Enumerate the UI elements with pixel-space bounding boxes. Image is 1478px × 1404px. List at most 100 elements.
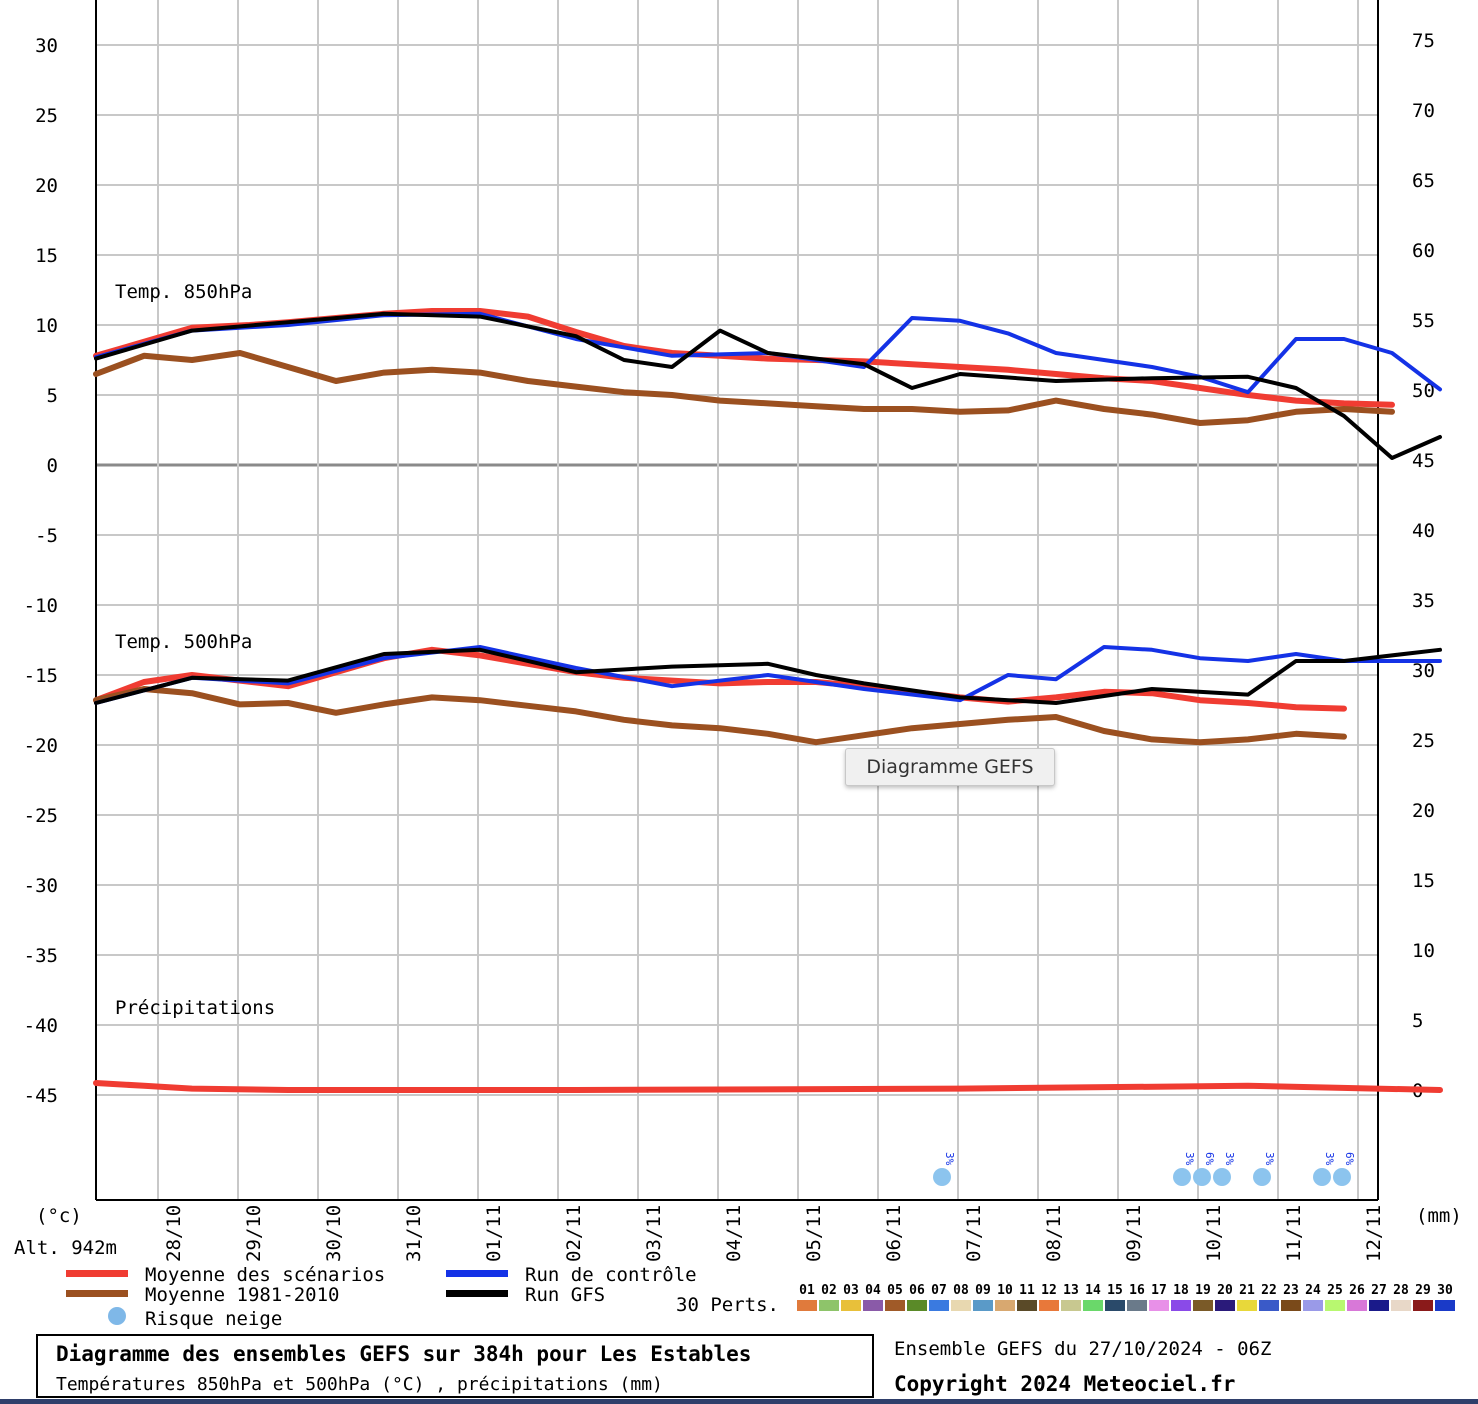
snow-risk-marker: 3%	[1253, 1152, 1276, 1186]
pert-swatch	[1061, 1300, 1081, 1311]
panel-series	[93, 645, 1442, 746]
snow-icon	[1253, 1168, 1271, 1186]
pert-number: 30	[1437, 1283, 1453, 1298]
panel-series	[93, 1080, 1443, 1093]
series-line	[93, 686, 1347, 746]
pert-number: 02	[821, 1283, 837, 1298]
right-tick-label: 45	[1412, 450, 1435, 472]
right-tick-label: 25	[1412, 730, 1435, 752]
pert-number: 16	[1129, 1283, 1145, 1298]
pert-number: 05	[887, 1283, 903, 1298]
chart-title: Diagramme des ensembles GEFS sur 384h po…	[56, 1342, 752, 1366]
legend-swatch	[446, 1270, 508, 1277]
pert-swatch	[1215, 1300, 1235, 1311]
snow-risk-marker: 3%	[1313, 1152, 1336, 1186]
pert-swatch	[1039, 1300, 1059, 1311]
pert-number: 18	[1173, 1283, 1189, 1298]
right-tick-label: 30	[1412, 660, 1435, 682]
right-tick-label: 55	[1412, 310, 1435, 332]
pert-number: 21	[1239, 1283, 1255, 1298]
pert-number: 28	[1393, 1283, 1409, 1298]
x-tick-label: 01/11	[483, 1205, 505, 1262]
legend-label: Risque neige	[145, 1308, 282, 1330]
x-tick-label: 28/10	[163, 1205, 185, 1262]
left-tick-label: 25	[35, 105, 58, 127]
x-tick-label: 12/11	[1363, 1205, 1385, 1262]
legend-swatch	[446, 1290, 508, 1297]
pert-swatch	[1435, 1300, 1455, 1311]
pert-number: 26	[1349, 1283, 1365, 1298]
pert-swatch	[1413, 1300, 1433, 1311]
x-tick-label: 04/11	[723, 1205, 745, 1262]
pert-swatch	[1325, 1300, 1345, 1311]
right-tick-label: 70	[1412, 100, 1435, 122]
left-tick-label: -45	[24, 1085, 58, 1107]
pert-swatch	[907, 1300, 927, 1311]
perts-label: 30 Perts.	[676, 1294, 779, 1316]
pert-swatch	[863, 1300, 883, 1311]
series-line	[94, 647, 1442, 705]
pert-number: 03	[843, 1283, 859, 1298]
tooltip: Diagramme GEFS	[845, 748, 1055, 786]
pert-swatch	[929, 1300, 949, 1311]
right-tick-label: 15	[1412, 870, 1435, 892]
left-tick-label: -10	[24, 595, 58, 617]
pert-number: 06	[909, 1283, 925, 1298]
panel-label: Temp. 850hPa	[115, 281, 252, 303]
snow-risk-marker: 3%	[1213, 1152, 1236, 1186]
snow-risk-pct: 3%	[1183, 1152, 1196, 1166]
pert-swatch	[1347, 1300, 1367, 1311]
right-tick-label: 40	[1412, 520, 1435, 542]
left-tick-label: -20	[24, 735, 58, 757]
legend-label: Run GFS	[525, 1284, 605, 1306]
pert-number: 14	[1085, 1283, 1101, 1298]
left-tick-label: -30	[24, 875, 58, 897]
pert-swatch	[1369, 1300, 1389, 1311]
pert-swatch	[973, 1300, 993, 1311]
pert-swatch	[841, 1300, 861, 1311]
series-line	[93, 350, 1395, 426]
snow-risk-pct: 6%	[1343, 1152, 1356, 1166]
gefs-chart: 302520151050-5-10-15-20-25-30-35-40-4575…	[14, 0, 1462, 1330]
pert-number: 25	[1327, 1283, 1343, 1298]
bottom-bar	[0, 1399, 1478, 1404]
left-unit-label: (°c)	[36, 1205, 82, 1227]
right-unit-label: (mm)	[1416, 1205, 1462, 1227]
pert-swatch	[1193, 1300, 1213, 1311]
snow-risk-pct: 3%	[1223, 1152, 1236, 1166]
pert-swatch	[885, 1300, 905, 1311]
snow-icon	[1313, 1168, 1331, 1186]
pert-number: 10	[997, 1283, 1013, 1298]
pert-swatch	[1237, 1300, 1257, 1311]
x-tick-label: 02/11	[563, 1205, 585, 1262]
right-tick-label: 75	[1412, 30, 1435, 52]
pert-number: 12	[1041, 1283, 1057, 1298]
x-tick-label: 30/10	[323, 1205, 345, 1262]
series-line	[93, 1080, 1443, 1093]
series-line	[94, 311, 1442, 460]
snow-icon	[1213, 1168, 1231, 1186]
pert-number: 09	[975, 1283, 991, 1298]
left-tick-label: -15	[24, 665, 58, 687]
pert-swatch	[1391, 1300, 1411, 1311]
x-tick-label: 08/11	[1043, 1205, 1065, 1262]
pert-number: 07	[931, 1283, 947, 1298]
snow-risk-pct: 3%	[943, 1152, 956, 1166]
snow-icon	[108, 1307, 126, 1325]
snow-risk-marker: 6%	[1193, 1152, 1216, 1186]
panel-label: Précipitations	[115, 997, 275, 1019]
copyright: Copyright 2024 Meteociel.fr	[894, 1372, 1236, 1396]
legend-label: Moyenne des scénarios	[145, 1264, 385, 1286]
altitude-label: Alt. 942m	[14, 1237, 117, 1259]
snow-risk-marker: 3%	[933, 1152, 956, 1186]
snow-risk-pct: 6%	[1203, 1152, 1216, 1166]
panel-label: Temp. 500hPa	[115, 631, 252, 653]
x-tick-label: 11/11	[1283, 1205, 1305, 1262]
legend-swatch	[66, 1270, 128, 1277]
pert-number: 08	[953, 1283, 969, 1298]
pert-swatch	[1281, 1300, 1301, 1311]
legend-label: Moyenne 1981-2010	[145, 1284, 339, 1306]
pert-number: 17	[1151, 1283, 1167, 1298]
x-tick-label: 06/11	[883, 1205, 905, 1262]
